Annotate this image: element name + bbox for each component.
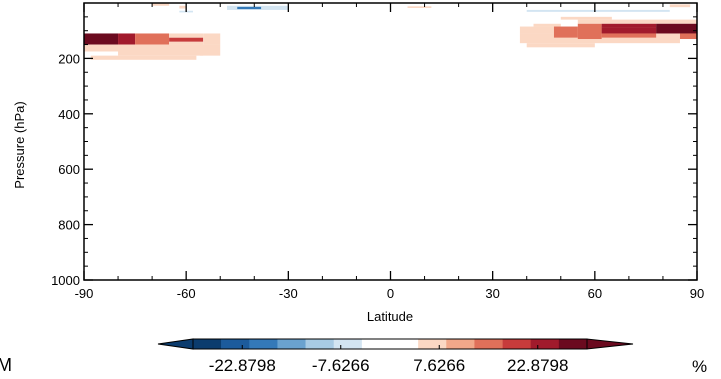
heatmap-cell <box>169 33 204 38</box>
heatmap-cell <box>179 5 187 9</box>
heatmap-cell <box>577 23 602 40</box>
y-axis-label: Pressure (hPa) <box>12 101 27 188</box>
colorbar-border <box>192 338 588 350</box>
colorbar-swatch <box>558 339 588 349</box>
heatmap-cell <box>656 23 697 34</box>
x-tick-label: -30 <box>279 286 298 301</box>
heatmap-cell <box>199 44 221 56</box>
heatmap-cell <box>577 19 697 24</box>
heatmap-cell <box>152 3 170 6</box>
heatmap-cell <box>84 44 204 52</box>
y-tick-label: 600 <box>58 162 80 177</box>
colorbar-tick-label: -7.6266 <box>312 356 370 375</box>
colorbar-swatch <box>530 339 560 349</box>
x-tick-label: 60 <box>588 286 602 301</box>
heatmap-cell <box>203 33 221 45</box>
colorbar-tick-label: 22.8798 <box>507 356 568 375</box>
heatmap-cell <box>169 37 204 42</box>
colorbar-swatch <box>221 339 250 349</box>
x-tick-label: 0 <box>387 286 394 301</box>
heatmap-cell <box>288 6 408 9</box>
y-axis: 200 400 600 800 1000 <box>51 16 697 288</box>
colorbar-swatch <box>277 339 306 349</box>
colorbar-swatch <box>333 339 363 349</box>
heatmap-cell <box>526 9 670 12</box>
colorbar-swatch <box>474 339 503 349</box>
corner-label: M <box>0 355 12 375</box>
heatmap-cell <box>669 4 691 8</box>
colorbar-swatch <box>361 339 391 349</box>
colorbar-swatch <box>249 339 278 349</box>
heatmap-cell <box>601 27 657 34</box>
heatmap-cell <box>407 6 432 8</box>
heatmap-cell <box>118 51 204 56</box>
heatmap-cell <box>135 33 170 45</box>
heatmap-cell <box>560 16 612 20</box>
y-tick-label: 400 <box>58 107 80 122</box>
heatmap-cell <box>601 33 657 38</box>
colorbar-swatch <box>418 339 447 349</box>
colorbar-tick-label: -22.8798 <box>209 356 276 375</box>
colorbar-swatch <box>390 339 419 349</box>
colorbar-tick-label: 7.6266 <box>413 356 465 375</box>
x-tick-label: -60 <box>177 286 196 301</box>
heatmap-cell <box>90 55 197 60</box>
x-axis-label: Latitude <box>367 309 413 324</box>
heatmap-cell <box>553 26 578 38</box>
x-tick-label: -90 <box>75 286 94 301</box>
colorbar-extend-high <box>586 338 634 350</box>
colorbar-swatch <box>193 339 222 349</box>
x-tick-label: 90 <box>690 286 704 301</box>
colorbar-extend-low <box>157 338 194 350</box>
heatmap-cell <box>118 33 136 45</box>
x-tick-label: 30 <box>485 286 499 301</box>
colorbar: -22.8798 -7.6266 7.6266 22.8798 <box>157 338 634 375</box>
colorbar-swatch <box>305 339 335 349</box>
colorbar-units: % <box>692 357 707 376</box>
y-tick-label: 200 <box>58 51 80 66</box>
y-tick-label: 800 <box>58 218 80 233</box>
heatmap-cell <box>84 33 119 45</box>
heatmap-cell <box>169 41 204 45</box>
heatmap-cell <box>601 23 657 28</box>
heatmap-cell <box>679 33 697 40</box>
heatmap-cell <box>533 23 561 27</box>
heatmap-cell <box>526 43 595 48</box>
x-axis: -90 -60 -30 0 30 60 90 <box>75 3 704 301</box>
colorbar-swatch <box>502 339 532 349</box>
y-tick-label: 1000 <box>51 273 80 288</box>
heatmap-cell <box>237 6 262 10</box>
heatmap-cells <box>84 3 697 60</box>
colorbar-swatch <box>446 339 475 349</box>
